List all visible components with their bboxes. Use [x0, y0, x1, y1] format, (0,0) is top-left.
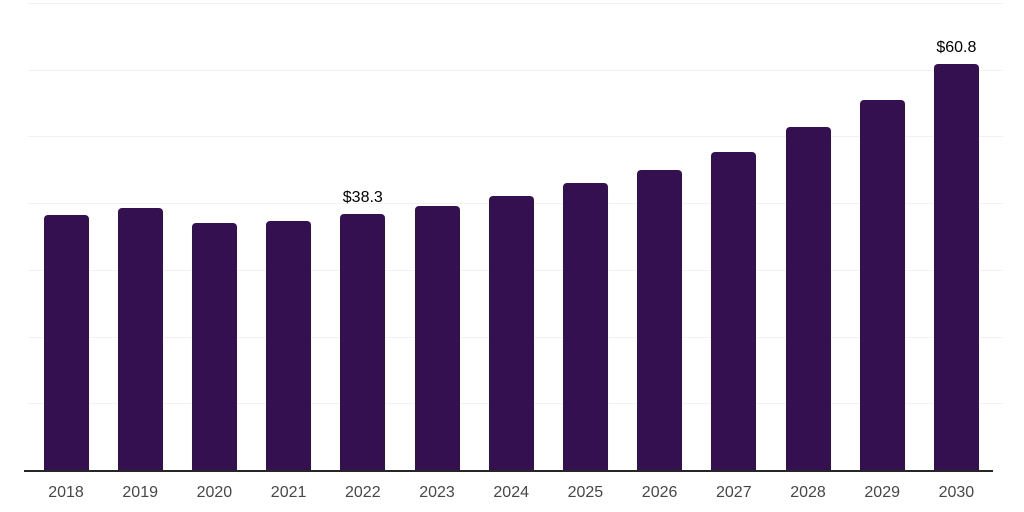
bar-value-label-2022: $38.3 [342, 189, 383, 207]
x-tick-label-2020: 2020 [196, 484, 233, 501]
gridline [28, 3, 1003, 4]
x-tick-label-2018: 2018 [48, 484, 84, 501]
bar-2027 [711, 151, 757, 470]
bar-2026 [637, 169, 683, 470]
x-tick-label-2019: 2019 [122, 484, 158, 501]
bar-value-label-2030: $60.8 [936, 39, 977, 57]
x-tick-label-2026: 2026 [641, 484, 678, 501]
x-tick-label-2025: 2025 [567, 484, 604, 501]
plot-area: $38.3 $60.8 [24, 3, 1003, 472]
bar-2029 [859, 99, 905, 470]
bar-2018 [43, 215, 89, 470]
bar-2025 [562, 183, 608, 470]
x-axis-line [24, 470, 993, 472]
x-tick-label-2022: 2022 [345, 484, 381, 501]
bar-2019 [117, 208, 163, 470]
bar-2021 [266, 220, 312, 470]
x-tick-label-2027: 2027 [716, 484, 752, 501]
x-tick-label-2030: 2030 [938, 484, 975, 501]
x-tick-label-2023: 2023 [419, 484, 455, 501]
x-tick-label-2028: 2028 [790, 484, 826, 501]
x-tick-label-2024: 2024 [493, 484, 529, 501]
bar-2023 [414, 206, 460, 470]
x-tick-label-2021: 2021 [270, 484, 307, 501]
bar-2030 [933, 64, 979, 470]
gridline [28, 69, 1003, 71]
bar-2028 [785, 127, 831, 470]
bar-2022 [340, 214, 386, 470]
bar-2020 [191, 223, 237, 470]
x-tick-label-2029: 2029 [864, 484, 900, 501]
bar-2024 [488, 196, 534, 470]
gridline [28, 136, 1003, 138]
